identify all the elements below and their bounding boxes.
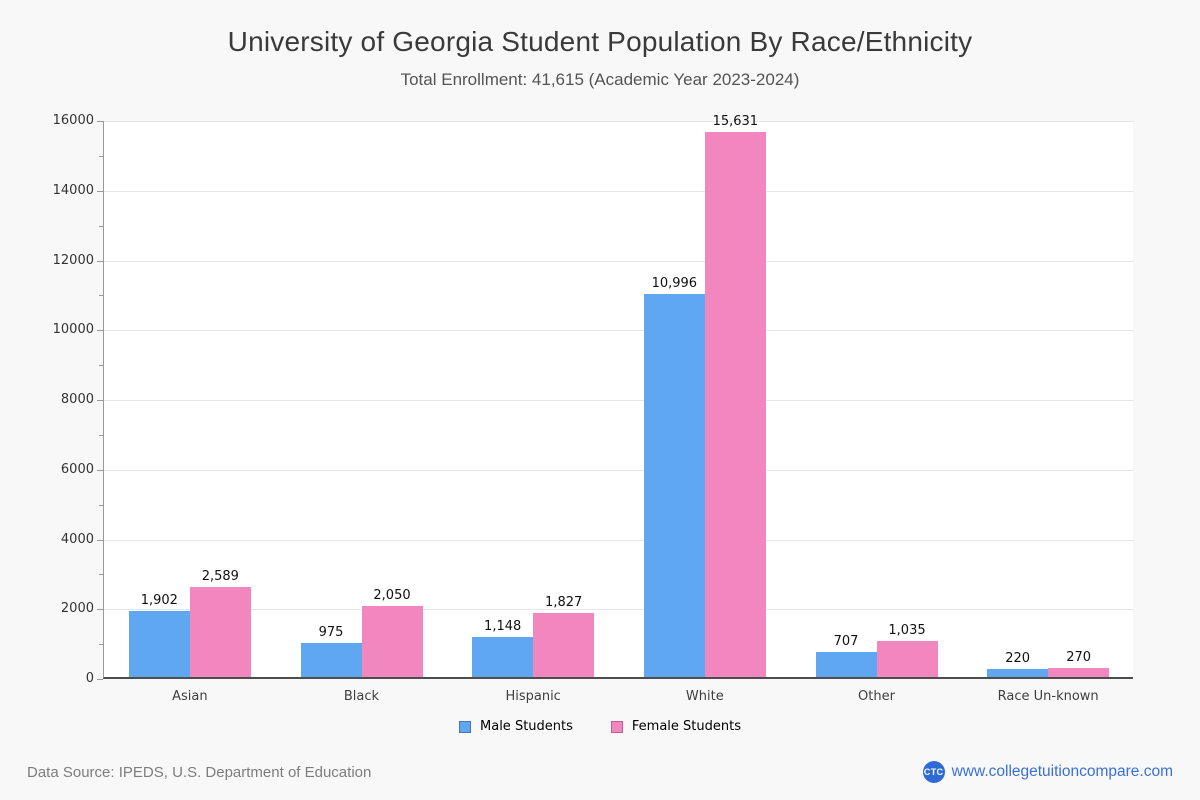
gridline-4000 xyxy=(104,539,1134,541)
bar-female-students-white[interactable] xyxy=(704,131,766,677)
y-axis-major-tick-16000 xyxy=(97,121,103,122)
gridline-8000 xyxy=(104,400,1134,401)
y-axis-minor-tick-13000 xyxy=(99,225,103,227)
y-axis-label-8000: 8000 xyxy=(60,392,94,407)
website-url-text[interactable]: www.collegetuitioncompare.com xyxy=(951,763,1173,780)
bar-male-students-asian[interactable] xyxy=(128,610,190,677)
bar-value-label-male-students-black: 975 xyxy=(318,624,344,640)
gridline-10000 xyxy=(104,330,1134,332)
bar-value-label-male-students-hispanic: 1,148 xyxy=(484,618,522,634)
y-axis-minor-tick-5000 xyxy=(99,504,103,506)
bar-value-label-male-students-race-un-known: 220 xyxy=(1005,651,1031,667)
data-source-text: Data Source: IPEDS, U.S. Department of E… xyxy=(27,763,372,781)
y-axis-label-2000: 2000 xyxy=(60,601,94,617)
chart-legend: Male Students Female Students xyxy=(0,719,1200,734)
y-axis-label-6000: 6000 xyxy=(60,461,94,477)
bar-male-students-race-un-known[interactable] xyxy=(987,669,1049,677)
legend-marker-male-students xyxy=(459,720,472,733)
chart-title: University of Georgia Student Population… xyxy=(227,26,973,57)
bar-female-students-hispanic[interactable] xyxy=(533,613,595,677)
bar-value-label-female-students-race-un-known: 270 xyxy=(1066,649,1092,665)
y-axis-minor-tick-3000 xyxy=(99,574,103,576)
legend-label-female-students: Female Students xyxy=(631,719,741,734)
bar-male-students-hispanic[interactable] xyxy=(472,636,534,677)
gridline-2000 xyxy=(104,609,1134,611)
gridline-6000 xyxy=(104,469,1134,471)
x-axis-label-black: Black xyxy=(343,689,380,704)
y-axis-major-tick-10000 xyxy=(97,330,103,332)
gridline-16000 xyxy=(104,121,1134,122)
bar-female-students-asian[interactable] xyxy=(189,586,251,677)
bar-chart-plot-area: 0 2000 4000 6000 8000 10000 12000 14000 16000 1,9… xyxy=(53,113,1134,704)
y-axis-major-tick-4000 xyxy=(97,539,103,541)
bar-male-students-white[interactable] xyxy=(643,293,705,677)
y-axis-minor-tick-7000 xyxy=(99,434,103,436)
ctc-logo-icon: CTC xyxy=(922,761,945,783)
y-axis-minor-tick-15000 xyxy=(99,155,103,157)
y-axis-major-tick-12000 xyxy=(97,260,103,262)
footer: Data Source: IPEDS, U.S. Department of E… xyxy=(0,757,1200,787)
y-axis-label-4000: 4000 xyxy=(60,531,94,547)
y-axis-major-tick-14000 xyxy=(97,190,103,192)
x-axis-label-white: White xyxy=(685,689,724,704)
y-axis-minor-tick-9000 xyxy=(99,365,103,367)
y-axis-major-tick-8000 xyxy=(97,400,103,401)
y-axis-major-tick-2000 xyxy=(97,609,103,611)
legend-marker-female-students xyxy=(610,720,623,733)
bar-value-label-female-students-asian: 2,589 xyxy=(201,568,239,584)
bar-male-students-black[interactable] xyxy=(300,643,362,677)
legend-label-male-students: Male Students xyxy=(480,719,573,734)
bar-value-label-female-students-other: 1,035 xyxy=(888,622,926,638)
x-axis-label-race-un-known: Race Un-known xyxy=(997,689,1099,704)
bar-female-students-black[interactable] xyxy=(361,605,423,677)
website-link[interactable]: CTC www.collegetuitioncompare.com xyxy=(922,761,1173,783)
legend-item-female-students[interactable]: Female Students xyxy=(610,719,741,734)
bar-female-students-other[interactable] xyxy=(876,640,938,677)
y-axis-label-0: 0 xyxy=(85,671,94,686)
x-axis-label-hispanic: Hispanic xyxy=(505,689,561,704)
y-axis-minor-tick-11000 xyxy=(99,295,103,297)
legend-item-male-students[interactable]: Male Students xyxy=(459,719,573,734)
bar-value-label-female-students-black: 2,050 xyxy=(373,587,411,603)
x-axis-label-other: Other xyxy=(858,689,895,704)
y-axis-major-tick-0 xyxy=(97,679,103,680)
y-axis-label-16000: 16000 xyxy=(52,113,94,128)
bar-value-label-male-students-white: 10,996 xyxy=(651,275,698,291)
bar-value-label-female-students-white: 15,631 xyxy=(712,113,759,129)
y-axis-label-14000: 14000 xyxy=(52,182,94,198)
bar-female-students-race-un-known[interactable] xyxy=(1048,667,1110,677)
chart-header: University of Georgia Student Population… xyxy=(0,26,1200,90)
bar-value-label-male-students-other: 707 xyxy=(833,634,859,650)
y-axis-label-12000: 12000 xyxy=(52,252,94,268)
y-axis-minor-tick-1000 xyxy=(99,644,103,646)
gridline-12000 xyxy=(104,260,1134,262)
chart-subtitle: Total Enrollment: 41,615 (Academic Year … xyxy=(400,70,800,89)
y-axis-label-10000: 10000 xyxy=(52,322,94,338)
bar-value-label-male-students-asian: 1,902 xyxy=(140,592,178,608)
bar-male-students-other[interactable] xyxy=(815,652,877,677)
y-axis-major-tick-6000 xyxy=(97,469,103,471)
gridline-14000 xyxy=(104,190,1134,192)
bar-value-label-female-students-hispanic: 1,827 xyxy=(545,595,583,611)
x-axis-label-asian: Asian xyxy=(172,689,208,704)
